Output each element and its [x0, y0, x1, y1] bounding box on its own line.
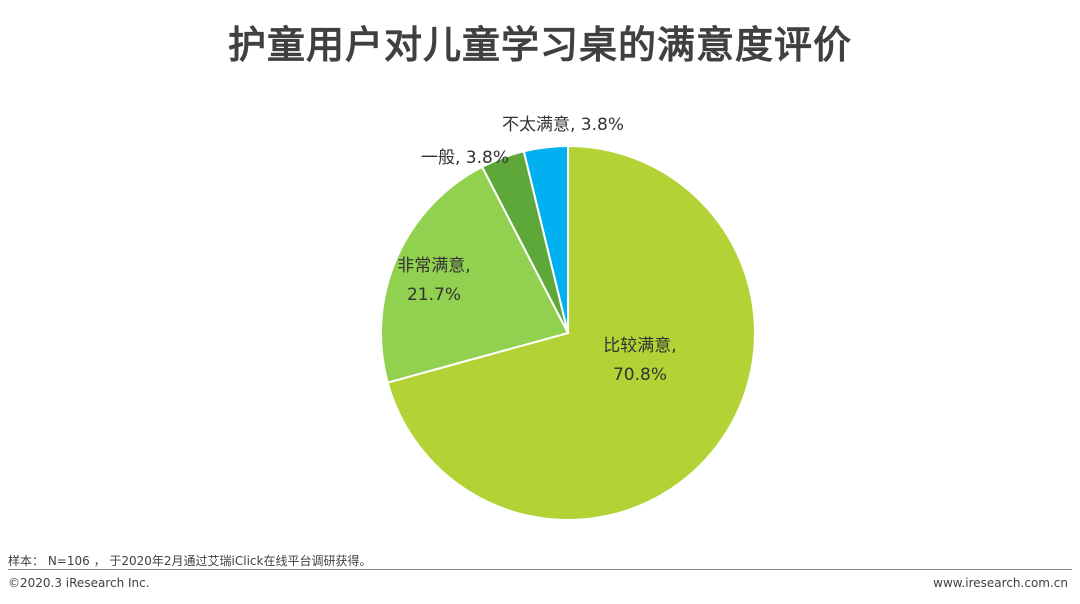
pie-slice-4 [522, 144, 569, 334]
slice-label-3: 一般, 3.8% [421, 148, 509, 168]
pie-slice-2 [380, 165, 570, 384]
sample-note: 样本： N=106 ， 于2020年2月通过艾瑞iClick在线平台调研获得。 [8, 554, 372, 568]
slice-label-1: 比较满意, [603, 336, 676, 356]
chart-title: 护童用户对儿童学习桌的满意度评价 [227, 23, 852, 67]
slice-label-4: 不太满意, 3.8% [502, 115, 624, 135]
copyright-text: ©2020.3 iResearch Inc. [8, 576, 150, 590]
footer-divider [8, 569, 1072, 570]
pie-slice-1 [386, 144, 756, 521]
slice-label-2: 非常满意, [397, 256, 470, 276]
slice-value-2: 21.7% [407, 285, 461, 305]
slice-value-1: 70.8% [613, 365, 667, 385]
website-url: www.iresearch.com.cn [933, 576, 1068, 590]
